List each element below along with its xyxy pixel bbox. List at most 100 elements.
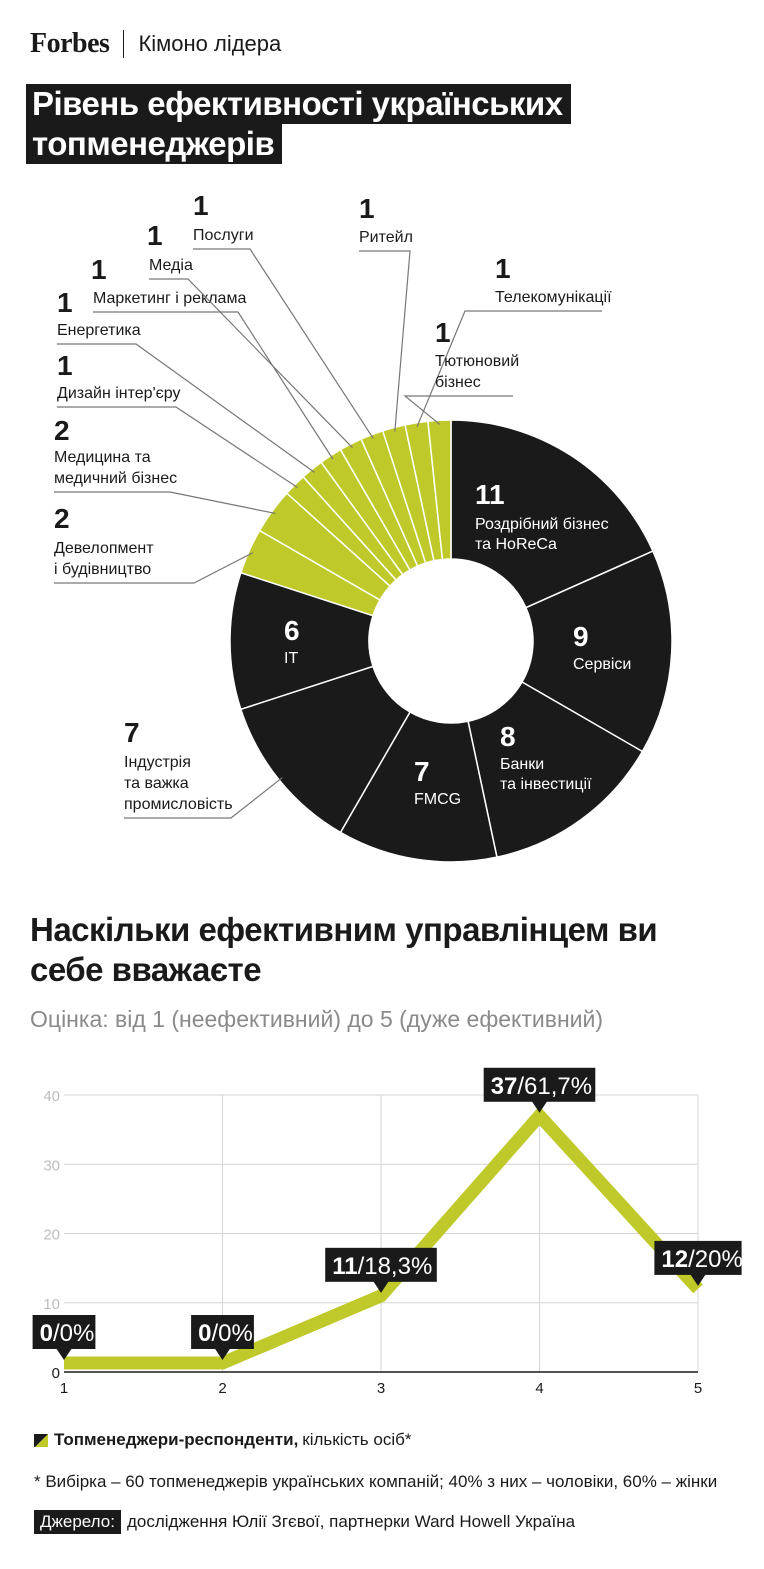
data-label-pct: /61,7% (517, 1073, 592, 1100)
slice-value-label: 1 (495, 253, 511, 284)
x-tick-label: 3 (377, 1380, 385, 1397)
donut-slice (229, 571, 374, 711)
data-label-pct: /0% (211, 1320, 252, 1347)
slice-category-label: Тютюновий (435, 353, 519, 370)
section-name: Кімоно лідера (138, 31, 282, 56)
data-label: 11/18,3% (325, 1247, 437, 1293)
y-tick-label: 0 (52, 1365, 60, 1382)
data-label-text: 0/0% (198, 1320, 253, 1347)
slice-category-label: Медіа (149, 257, 193, 274)
slice-value-label: 2 (54, 415, 70, 446)
source-label: Джерело: (34, 1510, 121, 1534)
legend-unit: кількість осіб* (302, 1430, 412, 1449)
slice-value-label: 1 (435, 317, 451, 348)
donut-slice (339, 710, 498, 863)
brand-logo: Forbes (30, 28, 110, 59)
slice-category-label: та інвестиції (500, 776, 592, 793)
data-label-box (483, 1067, 596, 1102)
slice-category-label: IT (284, 650, 298, 667)
leader-line (54, 491, 276, 515)
data-label-text: 37/61,7% (491, 1073, 592, 1100)
slice-value-label: 1 (359, 193, 375, 224)
data-label-text: 11/18,3% (332, 1253, 432, 1280)
slice-category-label: медичний бізнес (54, 470, 177, 487)
leader-line (57, 406, 298, 489)
slice-category-label: Роздрібний бізнес (475, 516, 609, 533)
data-label: 37/61,7% (483, 1067, 596, 1113)
line-chart-subtitle: Оцінка: від 1 (неефективний) до 5 (дуже … (30, 1006, 604, 1032)
slice-value-label: 6 (284, 615, 300, 646)
slice-category-label: Телекомунікації (495, 289, 612, 306)
slice-category-label: Ритейл (359, 229, 413, 246)
leader-line (403, 395, 513, 425)
leader-line (124, 777, 283, 819)
data-label-pointer (56, 1348, 72, 1360)
header-divider (123, 30, 125, 58)
footnote: * Вибірка – 60 топменеджерів українських… (34, 1472, 718, 1491)
data-label-box (32, 1315, 96, 1349)
slice-category-label: та HoReCa (475, 536, 557, 553)
page-title-line-1: Рівень ефективності українських (26, 84, 571, 124)
data-label-count: 0 (198, 1320, 211, 1347)
data-label-box (654, 1240, 742, 1275)
data-label: 0/0% (32, 1315, 96, 1360)
line-chart-title: Наскільки ефективним управлінцем ви себе… (30, 911, 658, 988)
page-title-line-2: топменеджерів (26, 124, 283, 164)
slice-category-label: Девелопмент (54, 540, 154, 557)
slice-category-label: Індустрія (124, 754, 191, 771)
source-line: Джерело: дослідження Юлії Згєвої, партне… (34, 1510, 575, 1534)
slice-category-label: Маркетинг і реклама (93, 290, 246, 307)
leader-line (57, 343, 315, 473)
donut-slice (450, 419, 654, 609)
data-label-text: 12/20% (661, 1246, 742, 1273)
slice-value-label: 8 (500, 721, 516, 752)
leader-line (54, 552, 254, 584)
slice-value-label: 1 (57, 350, 73, 381)
x-tick-label: 2 (218, 1380, 226, 1397)
leader-line (93, 311, 334, 460)
data-label-count: 37 (491, 1073, 518, 1100)
slice-value-label: 1 (91, 254, 107, 285)
donut-slice (239, 665, 412, 834)
slice-value-label: 2 (54, 503, 70, 534)
source-text: дослідження Юлії Згєвої, партнерки Ward … (126, 1512, 576, 1531)
y-tick-label: 30 (43, 1157, 60, 1174)
legend-swatch-icon (34, 1433, 48, 1447)
donut-slice (520, 550, 673, 753)
slice-category-label: Банки (500, 756, 544, 773)
data-label-count: 12 (661, 1246, 688, 1273)
data-label-box (191, 1315, 254, 1349)
leader-line (193, 248, 374, 439)
page-title: Рівень ефективності українських топменед… (26, 84, 571, 164)
data-label-pct: /18,3% (358, 1253, 433, 1280)
y-tick-label: 10 (43, 1296, 60, 1313)
data-label-pct: /20% (688, 1246, 743, 1273)
data-label-box (325, 1247, 437, 1282)
data-label-pct: /0% (53, 1320, 94, 1347)
data-label-text: 0/0% (40, 1320, 95, 1347)
slice-category-label: Медицина та (54, 449, 151, 466)
data-label-pointer (373, 1280, 389, 1293)
data-label: 12/20% (654, 1240, 743, 1286)
x-tick-label: 1 (60, 1380, 68, 1397)
slice-value-label: 7 (124, 717, 140, 748)
leader-line (149, 278, 353, 449)
y-tick-label: 20 (43, 1227, 60, 1244)
slice-category-label: Дизайн інтер'єру (57, 385, 181, 402)
data-label-count: 0 (40, 1320, 53, 1347)
slice-category-label: Сервіси (573, 656, 631, 673)
slice-value-label: 1 (147, 220, 163, 251)
data-label-pointer (531, 1100, 548, 1113)
slice-category-label: та важка (124, 775, 189, 792)
leader-line (359, 250, 411, 432)
data-label-count: 11 (332, 1253, 357, 1280)
slice-value-label: 1 (193, 190, 209, 221)
slice-category-label: промисловість (124, 796, 233, 813)
donut-slice (467, 680, 644, 859)
slice-category-label: FMCG (414, 791, 461, 808)
slice-value-label: 1 (57, 287, 73, 318)
x-tick-label: 5 (694, 1380, 702, 1397)
x-tick-label: 4 (535, 1380, 543, 1397)
slice-value-label: 9 (573, 621, 589, 652)
